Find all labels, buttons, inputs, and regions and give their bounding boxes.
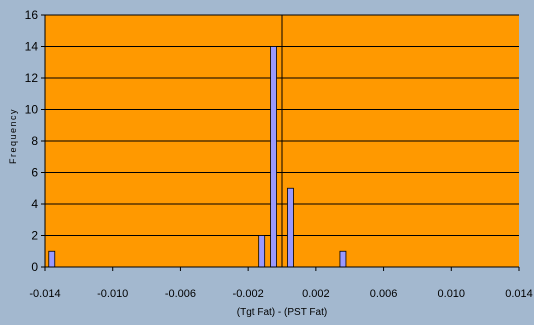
y-axis-title: Frequency [8, 108, 18, 164]
y-tick-label-14: 14 [25, 40, 39, 54]
x-tick-label-7: 0.014 [505, 288, 533, 300]
y-tick-label-4: 4 [31, 197, 38, 211]
x-tick-label-1: -0.010 [97, 288, 128, 300]
x-tick-label-2: -0.006 [165, 288, 196, 300]
x-tick-label-3: -0.002 [233, 288, 264, 300]
y-tick-label-6: 6 [31, 166, 38, 180]
y-tick-label-0: 0 [31, 260, 38, 274]
x-tick-label-4: 0.002 [302, 288, 330, 300]
bar-4 [339, 250, 347, 268]
y-tick-label-2: 2 [31, 229, 38, 243]
y-tick-labels: 0 2 4 6 8 10 12 14 16 [25, 8, 45, 274]
bar-1 [258, 235, 266, 268]
x-tick-label-0: -0.014 [29, 288, 60, 300]
bar-2 [270, 46, 277, 268]
bar-3 [287, 187, 294, 268]
x-tick-labels: -0.014 -0.010 -0.006 -0.002 0.002 0.006 0.010 0… [29, 267, 533, 300]
y-tick-label-16: 16 [25, 8, 39, 22]
y-tick-label-8: 8 [31, 134, 38, 148]
x-axis-title: (Tgt Fat) - (PST Fat) [237, 307, 327, 318]
y-tick-label-12: 12 [25, 71, 39, 85]
y-tick-label-10: 10 [25, 103, 39, 117]
x-tick-label-5: 0.006 [370, 288, 398, 300]
bar-0 [48, 250, 56, 268]
x-tick-label-6: 0.010 [438, 288, 466, 300]
